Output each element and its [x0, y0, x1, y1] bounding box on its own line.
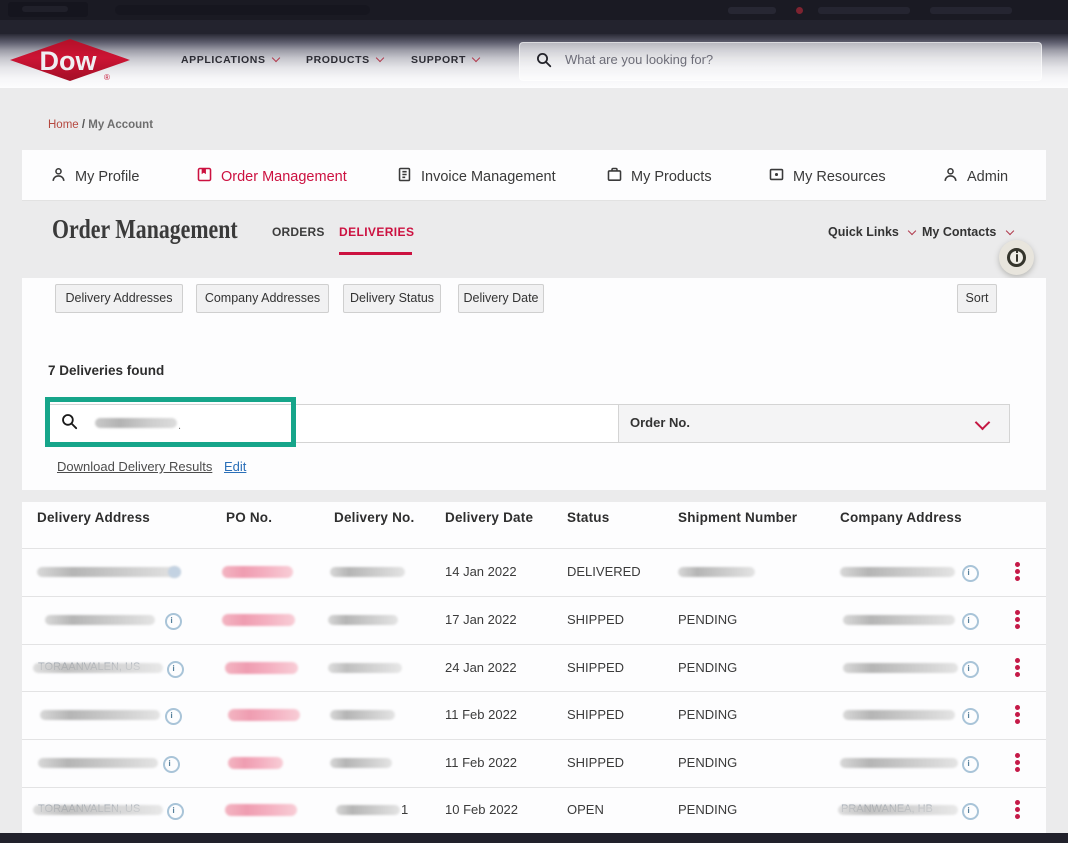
svg-text:®: ®	[104, 73, 110, 82]
svg-text:Dow: Dow	[40, 46, 98, 76]
